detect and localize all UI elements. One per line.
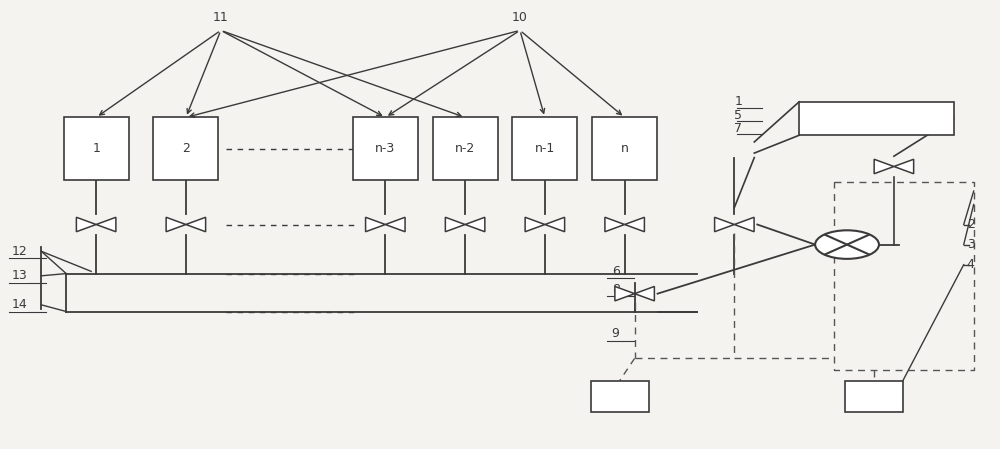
Text: 13: 13 — [11, 269, 27, 282]
Bar — [799, 102, 954, 135]
Text: 9: 9 — [612, 327, 620, 340]
Text: 14: 14 — [11, 298, 27, 311]
Bar — [153, 117, 218, 180]
Polygon shape — [76, 217, 96, 232]
Bar — [592, 117, 657, 180]
Bar — [64, 117, 129, 180]
Polygon shape — [625, 217, 644, 232]
Text: n-2: n-2 — [455, 142, 475, 155]
Polygon shape — [465, 217, 485, 232]
Polygon shape — [186, 217, 206, 232]
Polygon shape — [385, 217, 405, 232]
Text: 4: 4 — [967, 258, 975, 271]
Text: 2: 2 — [967, 218, 975, 231]
Text: 7: 7 — [734, 122, 742, 135]
Polygon shape — [734, 217, 754, 232]
Text: 5: 5 — [734, 109, 742, 122]
Polygon shape — [635, 286, 654, 301]
Polygon shape — [894, 159, 914, 174]
Bar — [512, 117, 577, 180]
Bar — [591, 381, 649, 412]
Polygon shape — [525, 217, 545, 232]
Text: 12: 12 — [11, 245, 27, 258]
Polygon shape — [96, 217, 116, 232]
Polygon shape — [166, 217, 186, 232]
Polygon shape — [605, 217, 625, 232]
Polygon shape — [445, 217, 465, 232]
Text: 3: 3 — [967, 238, 975, 251]
Bar — [353, 117, 418, 180]
Text: 2: 2 — [182, 142, 190, 155]
Polygon shape — [715, 217, 734, 232]
Text: n: n — [621, 142, 629, 155]
Polygon shape — [366, 217, 385, 232]
Bar — [433, 117, 498, 180]
Text: n-1: n-1 — [535, 142, 555, 155]
Text: n-3: n-3 — [375, 142, 395, 155]
Text: 6: 6 — [612, 265, 620, 278]
Polygon shape — [545, 217, 565, 232]
Bar — [845, 381, 903, 412]
Polygon shape — [874, 159, 894, 174]
Text: 8: 8 — [612, 283, 620, 296]
Text: 10: 10 — [512, 11, 528, 24]
Text: 1: 1 — [92, 142, 100, 155]
Polygon shape — [615, 286, 635, 301]
Text: 1: 1 — [734, 95, 742, 108]
Text: 11: 11 — [213, 11, 229, 24]
Circle shape — [815, 230, 879, 259]
